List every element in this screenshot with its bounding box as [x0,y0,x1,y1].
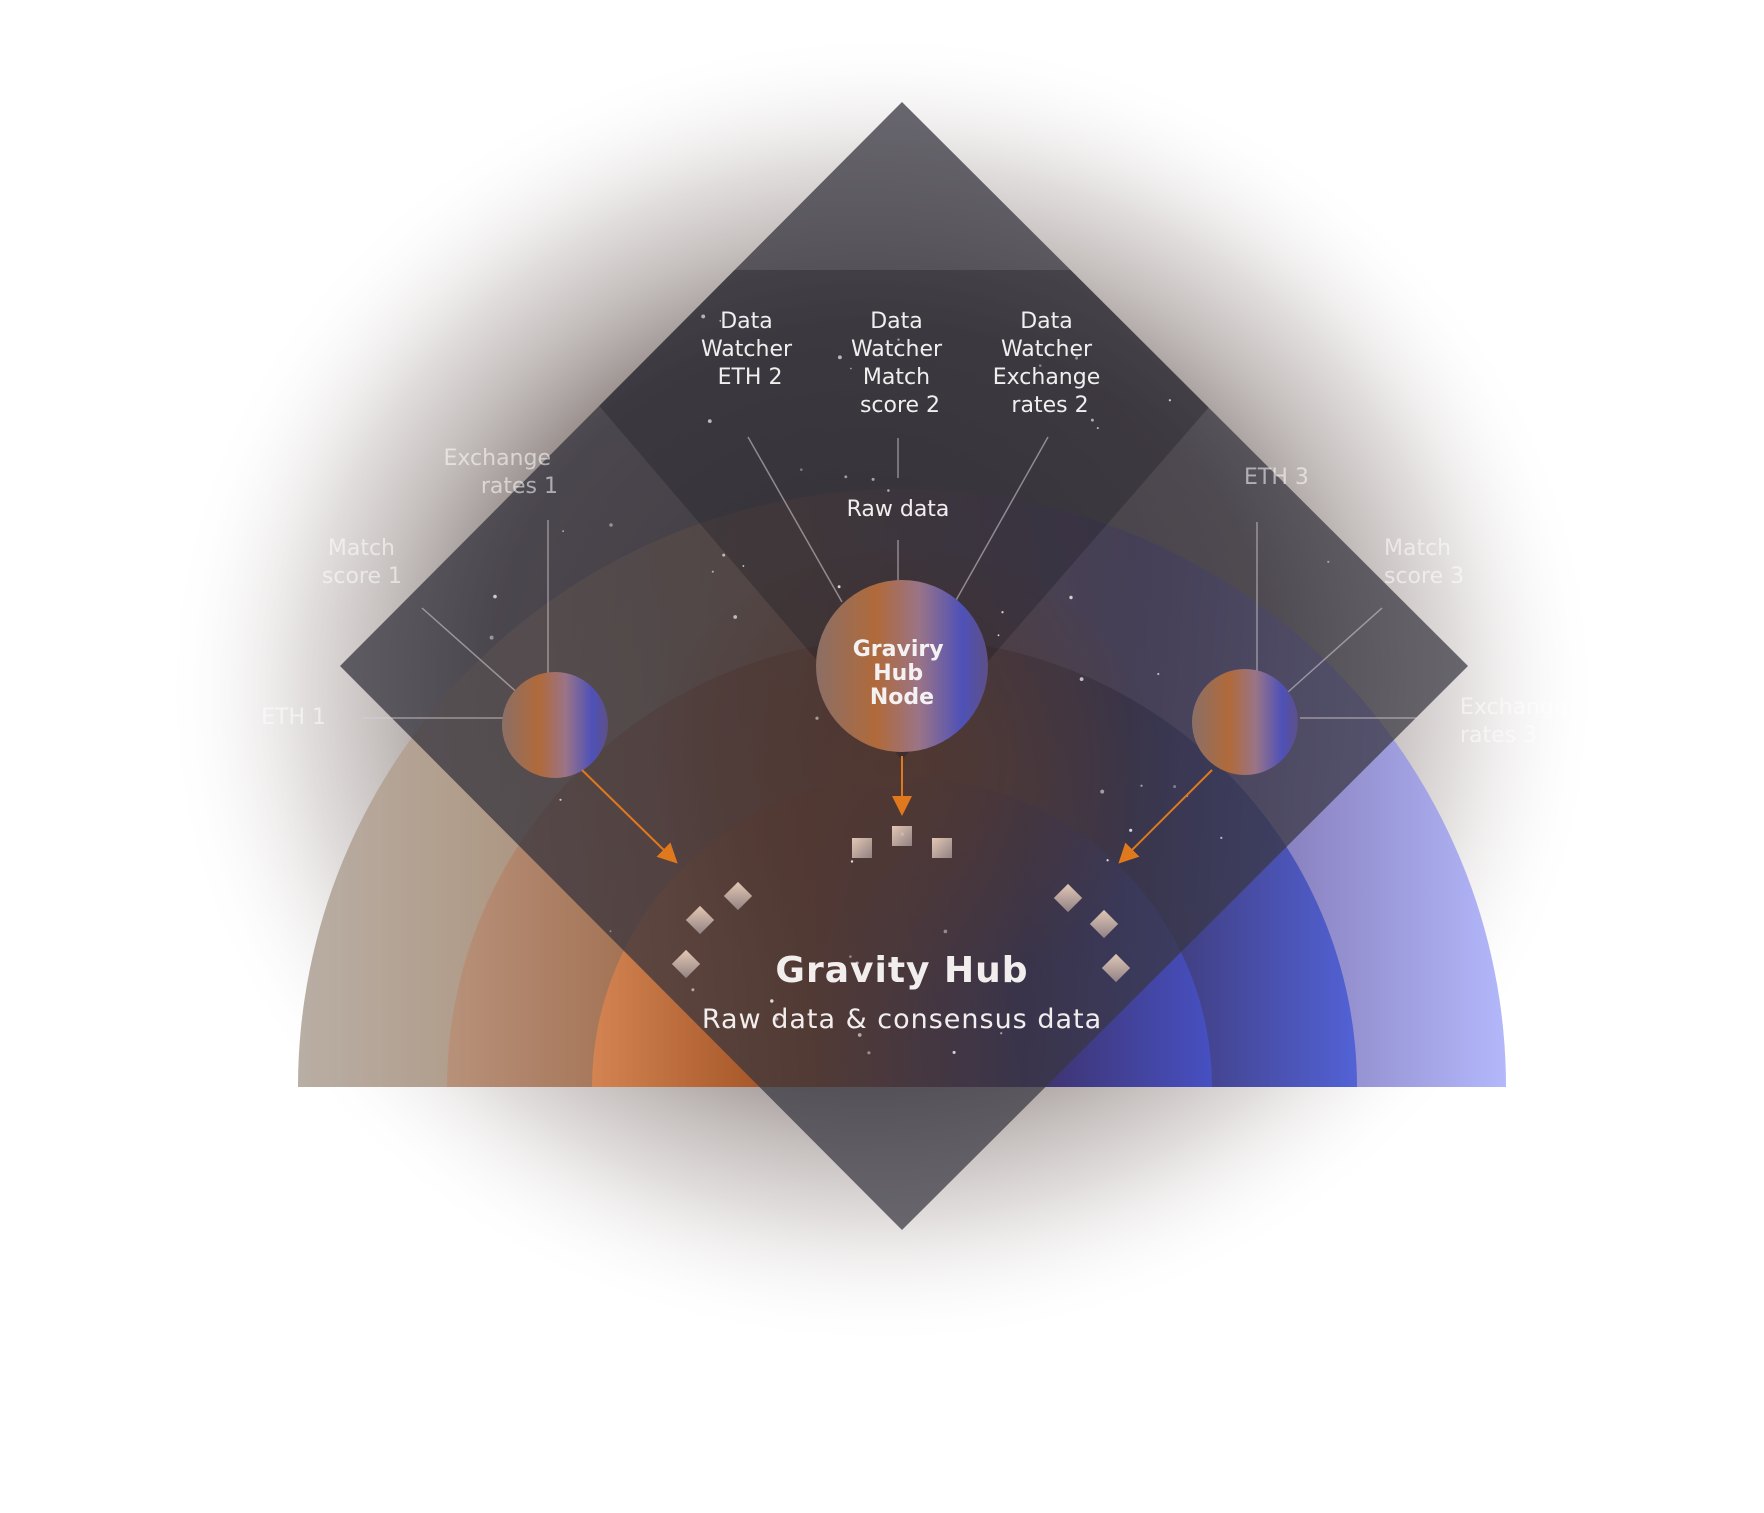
star-dot [1129,828,1133,832]
star-dot [1106,859,1109,862]
star-dot [943,929,948,934]
star-dot [562,530,564,532]
star-dot [774,1017,779,1021]
star-dot [871,477,875,481]
raw-data-label: Raw data [847,497,950,522]
data-cube [1089,909,1119,939]
star-dot [691,988,695,992]
star-dot [952,1050,956,1054]
star-dot [1173,785,1177,789]
arrow-right [1118,769,1213,864]
exchange-rates-1-label: Exchange rates 1 [444,446,559,499]
star-dot [609,523,613,527]
eth-1-label: ETH 1 [261,705,326,730]
star-dot [1220,836,1223,840]
star-dot [701,314,706,319]
exchange-rates-3-label: Exchange rates 3 [1460,695,1575,748]
data-cube [1053,883,1083,913]
star-dot [1079,677,1084,681]
line-exchange2 [954,436,1049,603]
diamond-inner-band [560,270,1250,760]
star-dot [844,475,848,479]
right-node-sphere [1192,669,1298,775]
star-dot [837,585,841,589]
star-dot [1090,418,1094,422]
star-dot [897,338,900,341]
star-dot [719,320,722,322]
line-match1 [421,607,521,696]
watcher-exchange2-label: Data Watcher Exchange rates 2 [993,309,1108,418]
hub-subtitle: Raw data & consensus data [702,1004,1102,1035]
star-dot [837,355,842,360]
star-dot [800,468,803,471]
star-dot [1100,789,1105,794]
star-dot [857,1033,862,1037]
star-dot [770,999,774,1003]
star-dot [489,635,494,640]
center-node-sphere [816,580,988,752]
star-dot [1157,672,1160,676]
star-dot [1096,427,1099,430]
star-dot [1000,1032,1003,1035]
left-node-sphere [502,672,608,778]
arrow-left [581,769,678,864]
star-dot [1140,784,1143,787]
star-dot [850,367,852,370]
star-dot [850,860,854,863]
star-dot [1001,611,1004,614]
star-dot [815,716,819,720]
star-dot [493,594,497,599]
star-dot [887,489,890,492]
star-dot [559,798,562,801]
data-cube [892,826,912,846]
star-dot [1075,356,1078,360]
match-score-1-label: Match score 1 [322,536,402,589]
watcher-eth2-label: Data Watcher ETH 2 [701,309,799,390]
star-dot [943,510,947,514]
star-dot [733,615,738,619]
star-dot [867,1051,871,1055]
star-dot [1168,399,1172,402]
star-dot [609,930,612,933]
star-dot [1038,364,1042,367]
star-dot [849,955,852,958]
data-cube [723,881,753,911]
center-node-label: Graviry Hub Node [853,637,952,710]
line-eth2 [747,436,843,603]
star-dot [711,570,714,573]
match-score-3-label: Match score 3 [1384,536,1464,589]
line-match3 [1287,607,1383,693]
watcher-match2-label: Data Watcher Match score 2 [851,309,949,418]
hub-title: Gravity Hub [775,950,1028,991]
star-dot [997,634,1000,637]
star-dot [707,419,712,423]
data-cube [852,838,872,858]
data-cube [932,838,952,858]
star-dot [742,565,745,567]
data-cube [685,905,715,935]
star-dot [722,553,726,557]
data-cube [1101,953,1131,983]
star-dot [855,961,859,965]
data-cube [671,949,701,979]
star-dot [1327,560,1330,563]
star-dot [1069,595,1073,600]
eth-3-label: ETH 3 [1244,465,1309,490]
